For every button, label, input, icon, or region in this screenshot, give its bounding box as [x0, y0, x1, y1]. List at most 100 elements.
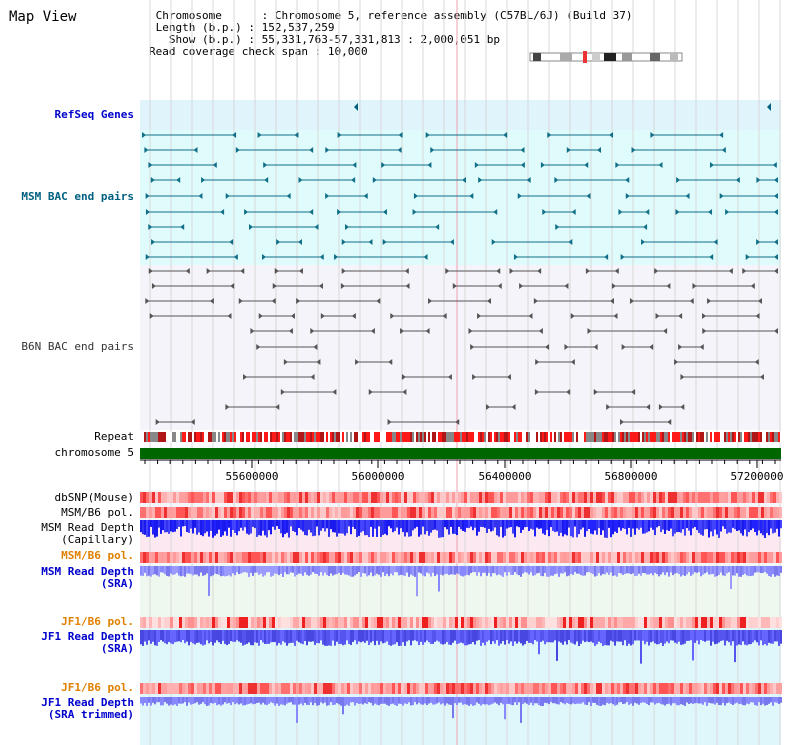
- jf1-sra-bar: [452, 630, 454, 643]
- jf1-b6-pol2-cell: [194, 683, 197, 694]
- jf1-trim-bar: [408, 697, 410, 703]
- repeat-segment: [492, 432, 494, 442]
- jf1-b6-pol2-cell: [425, 683, 428, 694]
- repeat-segment: [770, 432, 772, 442]
- msm-bac-pair-marker: [520, 147, 525, 153]
- jf1-sra-bar: [520, 630, 522, 644]
- repeat-segment: [438, 432, 440, 442]
- jf1-b6-pol-cell: [239, 617, 242, 628]
- msm-b6-pol2-cell: [398, 552, 401, 563]
- jf1-sra-bar: [294, 630, 296, 646]
- msm-capillary-bar: [294, 520, 296, 533]
- jf1-trim-bar: [736, 697, 738, 703]
- msm-sra-bar: [500, 566, 502, 576]
- jf1-trim-bar: [360, 697, 362, 704]
- jf1-sra-bar: [208, 630, 210, 644]
- msm-bac-pair-marker: [286, 193, 291, 199]
- b6n-bac-pair-marker: [310, 374, 315, 380]
- jf1-b6-pol2-cell: [614, 683, 617, 694]
- jf1-sra-bar: [276, 630, 278, 646]
- jf1-sra-bar: [306, 630, 308, 646]
- jf1-sra-bar: [572, 630, 574, 644]
- dbsnp-cell: [197, 492, 200, 503]
- msm-capillary-bar: [402, 520, 404, 533]
- chromosome-ideogram[interactable]: [529, 51, 683, 63]
- jf1-b6-pol2-cell: [380, 683, 383, 694]
- msm-capillary-bar: [388, 520, 390, 527]
- jf1-b6-pol-cell: [644, 617, 647, 628]
- dbsnp-cell: [479, 492, 482, 503]
- jf1-sra-bar: [190, 630, 192, 642]
- msm-b6-pol2-cell: [152, 552, 155, 563]
- msm-sra-bar: [442, 566, 444, 576]
- msm-bac-pair-marker: [244, 209, 249, 215]
- msm-bac-label[interactable]: MSM BAC end pairs: [21, 191, 134, 203]
- jf1-b6-pol2-cell: [518, 683, 521, 694]
- msm-b6-pol2-cell: [428, 552, 431, 563]
- dbsnp-cell: [779, 492, 782, 503]
- jf1-trim-bar: [250, 697, 252, 704]
- jf1-b6-pol2-cell: [233, 683, 236, 694]
- msm-b6-pol2-cell: [671, 552, 674, 563]
- msm-b6-pol-cell: [299, 507, 302, 518]
- msm-b6-pol2-cell: [665, 552, 668, 563]
- msm-b6-pol2-cell: [704, 552, 707, 563]
- jf1-trim-bar: [434, 697, 436, 705]
- jf1-sra-bar: [220, 630, 222, 644]
- jf1-sra-bar: [648, 630, 650, 646]
- repeat-segment: [462, 432, 464, 442]
- jf1-b6-pol-cell: [335, 617, 338, 628]
- repeat-segment: [520, 432, 522, 442]
- refseq-label[interactable]: RefSeq Genes: [55, 109, 134, 121]
- jf1-b6-pol-cell: [260, 617, 263, 628]
- repeat-segment: [478, 432, 480, 442]
- jf1-b6-pol2-cell: [446, 683, 449, 694]
- repeat-segment: [500, 432, 502, 442]
- msm-sra-bar: [230, 566, 232, 577]
- jf1-b6-pol-cell: [710, 617, 713, 628]
- jf1-sra-bar: [512, 630, 514, 646]
- jf1-b6-pol2-cell: [617, 683, 620, 694]
- dbsnp-cell: [287, 492, 290, 503]
- msm-capillary-bar: [276, 520, 278, 527]
- repeat-segment: [674, 432, 676, 442]
- msm-b6-pol-cell: [644, 507, 647, 518]
- msm-b6-pol-cell: [245, 507, 248, 518]
- repeat-segment: [510, 432, 512, 442]
- msm-sra-bar: [518, 566, 520, 576]
- msm-b6-pol-cell: [479, 507, 482, 518]
- msm-bac-pair-marker: [709, 254, 714, 260]
- jf1-b6-pol-cell: [368, 617, 371, 628]
- bac-features[interactable]: [142, 103, 778, 425]
- jf1-b6-pol2-cell: [626, 683, 629, 694]
- b6n-bac-label[interactable]: B6N BAC end pairs: [21, 341, 134, 353]
- msm-b6-pol2-cell: [302, 552, 305, 563]
- msm-b6-pol2-cell: [542, 552, 545, 563]
- jf1-b6-pol-cell: [656, 617, 659, 628]
- jf1-sra-bar: [686, 630, 688, 641]
- jf1-b6-pol2-cell: [296, 683, 299, 694]
- dbsnp-cell: [440, 492, 443, 503]
- repeat-segment: [184, 432, 186, 442]
- msm-b6-pol-cell: [452, 507, 455, 518]
- repeat-segment: [712, 432, 714, 442]
- jf1-b6-pol2-cell: [668, 683, 671, 694]
- jf1-b6-pol2-cell: [335, 683, 338, 694]
- jf1-sra-bar: [454, 630, 456, 641]
- msm-b6-pol2-cell: [497, 552, 500, 563]
- msm-b6-pol2-cell: [467, 552, 470, 563]
- jf1-sra-bar: [236, 630, 238, 641]
- msm-sra-bar: [482, 566, 484, 573]
- jf1-sra-bar: [558, 630, 560, 642]
- jf1-sra-bar: [154, 630, 156, 646]
- b6n-bac-pair-marker: [376, 298, 381, 304]
- msm-bac-pair-marker: [618, 209, 623, 215]
- msm-sra-bar: [528, 566, 530, 575]
- repeat-segment: [304, 432, 306, 442]
- dbsnp-cell: [737, 492, 740, 503]
- msm-b6-pol-cell: [578, 507, 581, 518]
- dbsnp-cell: [530, 492, 533, 503]
- msm-capillary-bar: [776, 520, 778, 529]
- msm-capillary-bar: [358, 520, 360, 536]
